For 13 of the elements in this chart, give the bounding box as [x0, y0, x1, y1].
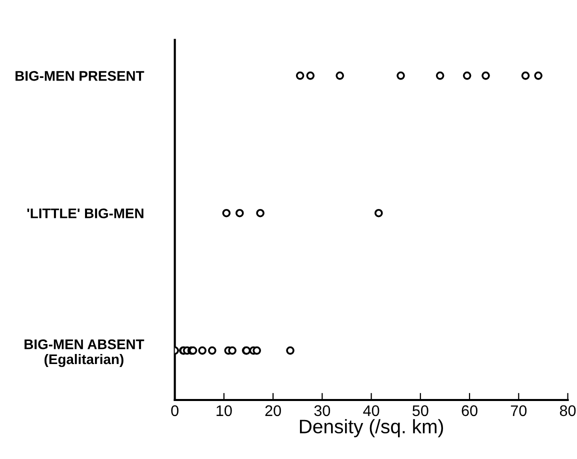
- x-tick-label: 80: [560, 405, 576, 416]
- x-axis-title: Density (/sq. km): [300, 419, 444, 438]
- x-tick-label: 40: [363, 405, 380, 416]
- x-tick-label: 10: [216, 405, 232, 416]
- x-tick-label: 70: [510, 405, 527, 416]
- x-tick-label: 0: [171, 405, 178, 416]
- y-tick-label: BIG-MEN ABSENT (Egalitarian): [24, 339, 144, 368]
- y-tick-label: BIG-MEN PRESENT: [16, 71, 144, 81]
- x-tick-label: 20: [265, 405, 281, 416]
- x-tick-label: 50: [412, 405, 428, 416]
- x-tick-label: 60: [462, 405, 478, 416]
- x-tick-label: 30: [314, 405, 330, 416]
- y-tick-label: 'LITTLE' BIG-MEN: [27, 208, 144, 218]
